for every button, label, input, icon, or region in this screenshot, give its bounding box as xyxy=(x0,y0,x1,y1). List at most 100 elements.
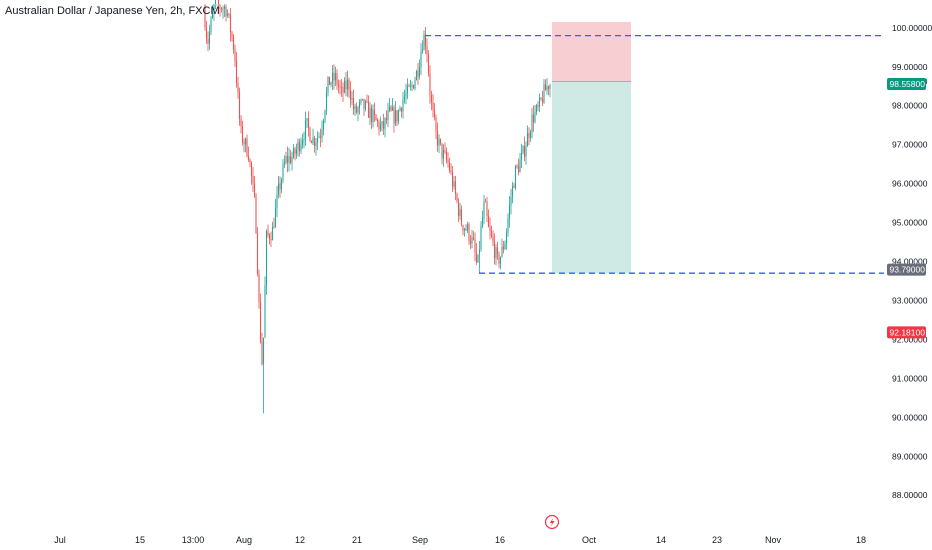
candle xyxy=(444,142,446,154)
candle xyxy=(372,104,374,128)
candle xyxy=(303,131,305,149)
candle xyxy=(526,125,529,147)
position-zones[interactable] xyxy=(552,21,631,274)
candle xyxy=(369,102,371,126)
candle xyxy=(517,158,520,176)
candle xyxy=(522,145,524,155)
candle xyxy=(528,127,530,146)
candle xyxy=(261,332,263,366)
candle xyxy=(447,152,449,168)
candle xyxy=(393,104,395,133)
stop-loss-zone[interactable] xyxy=(552,21,631,82)
price-tick-label: 99.00000 xyxy=(892,62,928,72)
candle xyxy=(250,161,253,185)
candle xyxy=(469,234,472,250)
candle xyxy=(310,140,313,144)
candle xyxy=(513,182,515,189)
price-tick-label: 91.00000 xyxy=(892,373,928,383)
candle xyxy=(258,269,260,309)
candle xyxy=(222,5,224,19)
time-axis[interactable]: Jul 15 13:00 Aug 12 21 Sep 16 Oct 14 23 Nov 18 xyxy=(54,535,866,545)
candle xyxy=(397,109,400,125)
candle xyxy=(544,79,547,91)
take-profit-zone[interactable] xyxy=(552,81,631,274)
time-tick-label: 13:00 xyxy=(182,535,205,545)
candle xyxy=(292,143,295,159)
candle xyxy=(463,227,466,237)
candle xyxy=(225,4,227,22)
candle xyxy=(289,149,292,165)
candle xyxy=(519,153,521,173)
candle xyxy=(384,117,386,138)
candle xyxy=(504,240,506,251)
price-tick-label: 93.00000 xyxy=(892,295,928,305)
candle xyxy=(427,50,430,77)
candle xyxy=(532,105,535,132)
candle xyxy=(252,167,254,192)
candle xyxy=(466,221,469,234)
candle xyxy=(516,163,518,169)
candle xyxy=(454,175,457,201)
candle xyxy=(348,77,350,98)
candle xyxy=(426,38,428,63)
candle xyxy=(417,62,419,85)
candle xyxy=(235,52,238,88)
candle xyxy=(507,213,509,237)
svg-text:93.79000: 93.79000 xyxy=(890,265,926,275)
candle xyxy=(480,221,482,252)
candle xyxy=(523,136,526,162)
candle xyxy=(484,198,487,203)
candle xyxy=(475,243,478,265)
candle xyxy=(264,276,266,338)
price-tags: 98.55800 93.79000 92.18100 xyxy=(887,77,926,339)
candle xyxy=(501,238,503,258)
candle xyxy=(240,115,242,134)
candle xyxy=(357,105,359,122)
candle xyxy=(342,82,344,102)
candle xyxy=(496,241,499,260)
candle xyxy=(510,189,512,215)
candle xyxy=(477,254,479,264)
candle xyxy=(465,224,467,232)
price-axis[interactable]: 100.0000099.0000098.6200098.0000097.0000… xyxy=(892,23,932,500)
candle xyxy=(373,102,376,123)
candle xyxy=(226,9,229,18)
bolt-icon[interactable] xyxy=(544,514,560,530)
time-tick-label: 23 xyxy=(712,535,722,545)
candle xyxy=(231,30,233,42)
price-tick-label: 88.00000 xyxy=(892,490,928,500)
candle xyxy=(456,192,458,204)
current-price-tag: 98.55800 xyxy=(887,77,926,90)
candle xyxy=(547,85,550,96)
price-tick-label: 100.00000 xyxy=(892,23,932,33)
candle xyxy=(537,101,539,112)
candle xyxy=(441,143,443,165)
price-tick-label: 94.00000 xyxy=(892,257,928,267)
time-tick-label: 21 xyxy=(352,535,362,545)
candle xyxy=(313,135,316,153)
time-tick-label: Oct xyxy=(582,535,597,545)
horizontal-levels[interactable] xyxy=(425,34,884,274)
candle xyxy=(241,120,244,146)
candle xyxy=(211,5,214,19)
candle xyxy=(279,176,281,198)
candle xyxy=(333,64,335,90)
candle xyxy=(229,8,232,42)
candle xyxy=(535,103,538,116)
time-tick-label: 14 xyxy=(656,535,666,545)
candle xyxy=(205,20,208,44)
candle xyxy=(499,256,502,270)
candle xyxy=(265,229,268,295)
candle xyxy=(429,65,431,104)
candle xyxy=(315,138,317,156)
candle xyxy=(505,228,508,250)
candle xyxy=(408,83,410,88)
candle xyxy=(237,76,239,99)
candle xyxy=(291,151,293,171)
candle xyxy=(214,0,217,9)
candle xyxy=(514,164,517,191)
candle xyxy=(442,144,445,167)
candle xyxy=(321,120,323,143)
candle xyxy=(216,4,218,6)
